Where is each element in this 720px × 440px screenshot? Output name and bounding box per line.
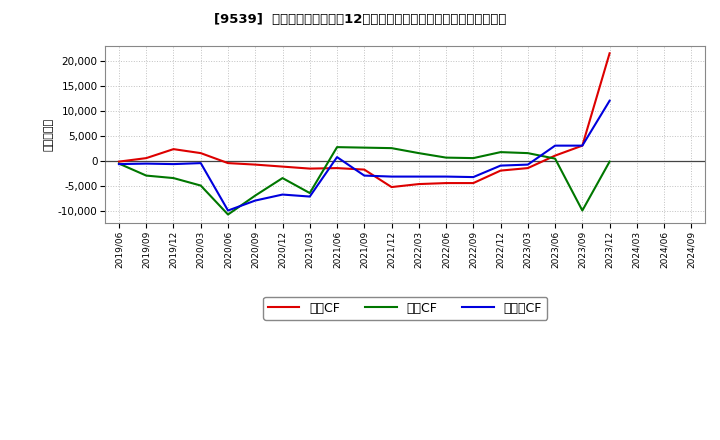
投資CF: [606, 159, 614, 164]
Line: フリーCF: フリーCF: [119, 101, 610, 210]
フリーCF: [442, 174, 451, 179]
フリーCF: [606, 98, 614, 103]
営業CF: [333, 165, 341, 171]
投資CF: [360, 145, 369, 150]
フリーCF: [360, 173, 369, 178]
フリーCF: [142, 161, 150, 166]
フリーCF: [469, 174, 477, 180]
営業CF: [114, 159, 123, 164]
営業CF: [305, 166, 314, 171]
投資CF: [551, 156, 559, 161]
Text: [9539]  キャッシュフローの12か月移動合計の対前年同期増減額の推移: [9539] キャッシュフローの12か月移動合計の対前年同期増減額の推移: [214, 13, 506, 26]
投資CF: [305, 191, 314, 196]
営業CF: [551, 153, 559, 158]
Legend: 営業CF, 投資CF, フリーCF: 営業CF, 投資CF, フリーCF: [264, 297, 547, 319]
営業CF: [523, 165, 532, 171]
営業CF: [578, 143, 587, 148]
Line: 投資CF: 投資CF: [119, 147, 610, 215]
投資CF: [114, 161, 123, 166]
フリーCF: [523, 162, 532, 167]
投資CF: [197, 183, 205, 188]
営業CF: [387, 184, 396, 190]
投資CF: [415, 150, 423, 156]
フリーCF: [496, 163, 505, 168]
投資CF: [142, 173, 150, 178]
営業CF: [197, 150, 205, 156]
Y-axis label: （百万円）: （百万円）: [44, 118, 54, 151]
投資CF: [224, 212, 233, 217]
フリーCF: [305, 194, 314, 199]
フリーCF: [169, 161, 178, 167]
投資CF: [523, 150, 532, 156]
営業CF: [278, 164, 287, 169]
営業CF: [415, 181, 423, 187]
投資CF: [278, 176, 287, 181]
フリーCF: [578, 143, 587, 148]
Line: 営業CF: 営業CF: [119, 53, 610, 187]
フリーCF: [333, 154, 341, 160]
フリーCF: [251, 198, 260, 203]
営業CF: [496, 168, 505, 173]
フリーCF: [415, 174, 423, 179]
フリーCF: [114, 161, 123, 167]
投資CF: [578, 208, 587, 213]
投資CF: [169, 176, 178, 181]
営業CF: [360, 167, 369, 172]
営業CF: [169, 147, 178, 152]
フリーCF: [551, 143, 559, 148]
投資CF: [387, 146, 396, 151]
営業CF: [442, 180, 451, 186]
フリーCF: [387, 174, 396, 179]
投資CF: [496, 150, 505, 155]
フリーCF: [224, 208, 233, 213]
営業CF: [142, 155, 150, 161]
フリーCF: [278, 192, 287, 197]
営業CF: [251, 162, 260, 167]
営業CF: [224, 161, 233, 166]
投資CF: [442, 155, 451, 160]
投資CF: [251, 193, 260, 198]
投資CF: [469, 155, 477, 161]
投資CF: [333, 144, 341, 150]
営業CF: [606, 51, 614, 56]
フリーCF: [197, 161, 205, 166]
営業CF: [469, 180, 477, 186]
